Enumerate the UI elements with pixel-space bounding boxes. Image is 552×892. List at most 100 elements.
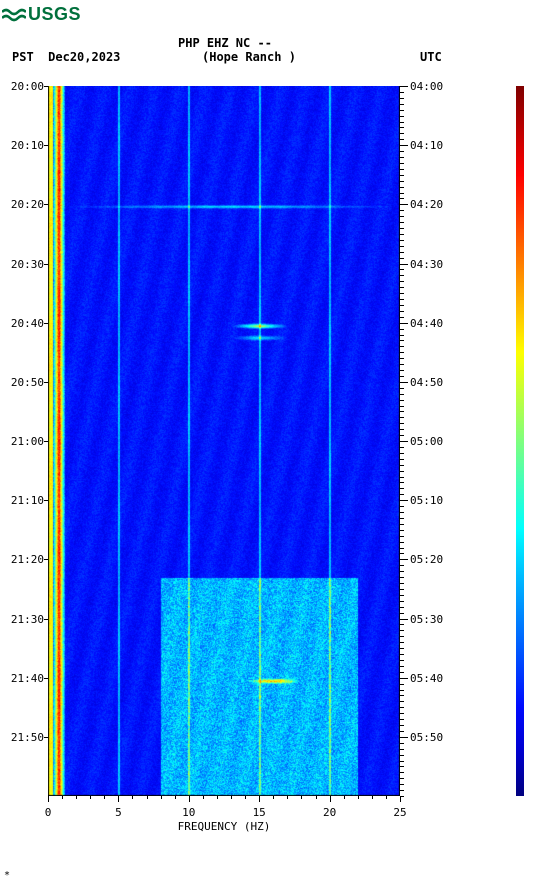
ytick-right-minor [400,275,404,276]
ytick-right-label: 04:30 [410,259,443,270]
ytick-right-minor [400,299,404,300]
ytick-left-mark [44,500,48,501]
ytick-right-minor [400,435,404,436]
xtick-mark [287,796,288,799]
ytick-right-minor [400,293,404,294]
xtick-mark [372,796,373,799]
ytick-right-minor [400,287,404,288]
xtick-label: 25 [393,806,406,819]
ytick-right-minor [400,518,404,519]
ytick-right-minor [400,755,404,756]
xtick-mark [147,796,148,799]
xtick-mark [161,796,162,799]
ytick-right-minor [400,370,404,371]
xtick-mark [76,796,77,799]
wave-icon [2,6,26,24]
date: Dec20,2023 [48,50,120,64]
ytick-right-minor [400,352,404,353]
ytick-right-minor [400,613,404,614]
ytick-right-mark [400,264,408,265]
ytick-right-minor [400,317,404,318]
ytick-right-minor [400,482,404,483]
xtick-mark [132,796,133,799]
ytick-right-minor [400,110,404,111]
xtick-label: 20 [323,806,336,819]
ytick-right-mark [400,737,408,738]
ytick-right-minor [400,743,404,744]
xtick-mark [189,796,190,802]
ytick-right-minor [400,624,404,625]
ytick-right-minor [400,553,404,554]
ytick-right-minor [400,790,404,791]
ytick-right-mark [400,441,408,442]
ytick-right-label: 05:40 [410,673,443,684]
ytick-left-label: 21:10 [11,495,44,506]
xtick-mark [203,796,204,799]
colorbar [516,86,524,796]
xtick-mark [175,796,176,799]
ytick-right-minor [400,548,404,549]
ytick-left-label: 20:40 [11,318,44,329]
ytick-right-minor [400,429,404,430]
ytick-right-minor [400,388,404,389]
y-axis-right-utc: 04:0004:1004:2004:3004:4004:5005:0005:10… [400,86,455,796]
ytick-left-mark [44,619,48,620]
ytick-right-minor [400,116,404,117]
ytick-right-minor [400,636,404,637]
ytick-right-mark [400,678,408,679]
ytick-left-mark [44,204,48,205]
xtick-label: 0 [45,806,52,819]
ytick-right-minor [400,524,404,525]
ytick-right-minor [400,210,404,211]
ytick-right-minor [400,358,404,359]
xtick-mark [231,796,232,799]
ytick-right-minor [400,660,404,661]
ytick-right-mark [400,86,408,87]
ytick-right-minor [400,707,404,708]
ytick-right-minor [400,234,404,235]
xtick-label: 15 [253,806,266,819]
ytick-right-minor [400,601,404,602]
ytick-right-minor [400,477,404,478]
xtick-mark [386,796,387,799]
usgs-logo: USGS [2,4,81,25]
tz-left: PST [12,50,34,64]
xtick-mark [62,796,63,799]
ytick-right-label: 04:50 [410,377,443,388]
ytick-right-minor [400,122,404,123]
ytick-right-minor [400,589,404,590]
ytick-right-minor [400,701,404,702]
ytick-right-minor [400,459,404,460]
ytick-right-minor [400,216,404,217]
x-axis-title: FREQUENCY (HZ) [48,820,400,833]
logo-text: USGS [28,4,81,25]
ytick-right-minor [400,157,404,158]
ytick-right-minor [400,530,404,531]
ytick-right-minor [400,465,404,466]
ytick-right-minor [400,778,404,779]
ytick-left-label: 21:50 [11,732,44,743]
ytick-left-label: 20:20 [11,199,44,210]
xtick-mark [245,796,246,799]
ytick-right-minor [400,252,404,253]
ytick-right-minor [400,181,404,182]
ytick-right-label: 05:30 [410,614,443,625]
ytick-left-mark [44,86,48,87]
xtick-mark [301,796,302,799]
ytick-right-minor [400,784,404,785]
xtick-mark [104,796,105,799]
ytick-right-minor [400,494,404,495]
ytick-right-minor [400,346,404,347]
ytick-right-minor [400,127,404,128]
ytick-left-mark [44,559,48,560]
ytick-right-minor [400,193,404,194]
ytick-right-minor [400,269,404,270]
ytick-right-label: 04:20 [410,199,443,210]
ytick-right-minor [400,595,404,596]
ytick-right-minor [400,198,404,199]
xtick-mark [90,796,91,799]
ytick-right-minor [400,376,404,377]
y-axis-left-pst: 20:0020:1020:2020:3020:4020:5021:0021:10… [0,86,48,796]
ytick-right-minor [400,648,404,649]
xtick-mark [344,796,345,799]
